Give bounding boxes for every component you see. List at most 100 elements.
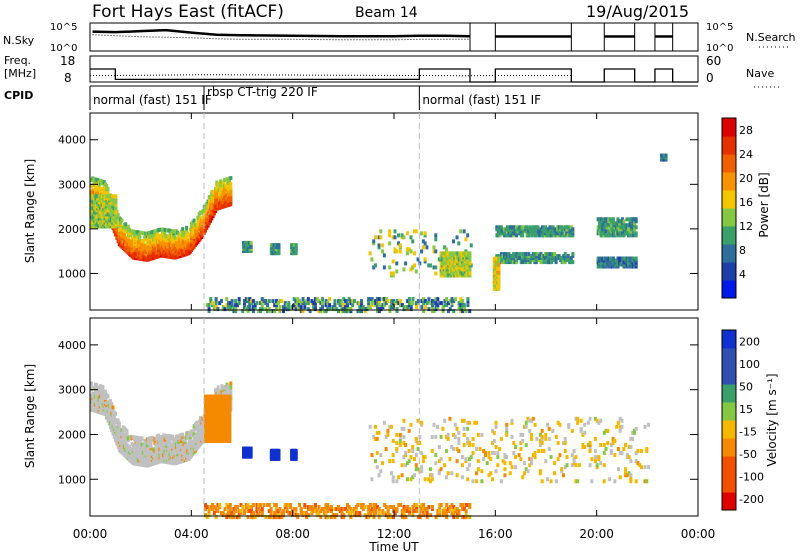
range-cell xyxy=(272,448,276,453)
range-cell xyxy=(444,265,448,270)
range-cell xyxy=(624,258,628,263)
range-cell xyxy=(402,267,406,272)
range-cell xyxy=(264,307,268,312)
range-cell xyxy=(141,231,145,236)
range-cell xyxy=(461,309,465,314)
range-cell xyxy=(228,515,232,520)
range-cell xyxy=(329,507,333,512)
range-cell xyxy=(548,229,552,234)
range-cell xyxy=(442,271,446,276)
range-cell xyxy=(160,227,164,232)
range-cell xyxy=(434,305,438,310)
range-cell xyxy=(290,245,294,250)
range-cell xyxy=(248,450,252,455)
range-cell xyxy=(310,507,314,512)
range-cell xyxy=(599,233,603,238)
range-cell xyxy=(108,204,112,209)
range-cell xyxy=(374,303,378,308)
range-cell xyxy=(204,400,207,405)
range-cell xyxy=(277,249,281,254)
range-cell xyxy=(501,254,505,259)
range-cell xyxy=(96,194,100,199)
range-cell xyxy=(274,251,278,256)
range-cell xyxy=(112,218,116,223)
range-cell xyxy=(534,256,538,261)
range-cell xyxy=(453,273,457,278)
range-cell xyxy=(253,515,257,520)
range-cell xyxy=(275,249,279,254)
range-cell xyxy=(109,210,113,215)
range-cell xyxy=(273,511,277,516)
range-cell xyxy=(537,229,541,234)
range-cell xyxy=(109,220,113,225)
range-cell xyxy=(530,256,534,261)
range-cell xyxy=(313,303,317,308)
range-cell xyxy=(326,509,330,514)
range-cell xyxy=(111,198,115,203)
range-cell xyxy=(214,428,218,433)
range-cell xyxy=(210,422,214,427)
range-cell xyxy=(223,398,227,403)
range-cell xyxy=(271,299,275,304)
range-cell xyxy=(557,256,561,261)
range-cell xyxy=(448,307,452,312)
range-cell xyxy=(225,432,229,437)
range-cell xyxy=(441,509,445,514)
range-cell xyxy=(628,264,632,269)
range-cell xyxy=(492,284,496,289)
range-cell xyxy=(568,229,572,234)
range-cell xyxy=(543,252,547,257)
range-cell xyxy=(324,309,328,314)
range-cell xyxy=(148,236,152,241)
range-cell xyxy=(243,248,247,253)
range-cell xyxy=(223,404,227,409)
range-cell xyxy=(185,225,188,230)
range-cell xyxy=(418,505,422,510)
range-cell xyxy=(492,282,496,287)
range-cell xyxy=(205,406,209,411)
range-cell xyxy=(226,426,230,431)
range-cell xyxy=(219,434,223,439)
range-cell xyxy=(441,267,445,272)
range-cell xyxy=(563,227,567,232)
range-cell xyxy=(303,301,307,306)
range-cell xyxy=(205,426,209,431)
range-cell xyxy=(445,515,449,520)
range-cell xyxy=(367,297,371,302)
range-cell xyxy=(543,254,547,259)
range-cell xyxy=(94,216,98,221)
power-ylabel: Slant Range [km] xyxy=(23,159,37,263)
range-cell xyxy=(441,307,445,312)
range-cell xyxy=(225,515,229,520)
range-cell xyxy=(190,429,194,434)
range-cell xyxy=(616,256,620,261)
range-cell xyxy=(90,194,93,199)
range-cell xyxy=(436,509,440,514)
range-cell xyxy=(100,200,104,205)
range-cell xyxy=(400,233,404,238)
range-cell xyxy=(406,299,410,304)
range-cell xyxy=(229,385,233,390)
range-cell xyxy=(221,511,225,516)
range-cell xyxy=(527,260,531,265)
range-cell xyxy=(269,448,273,453)
range-cell xyxy=(631,225,635,230)
range-cell xyxy=(454,263,458,268)
range-cell xyxy=(293,456,297,461)
range-cell xyxy=(559,258,563,263)
range-cell xyxy=(631,264,635,269)
range-cell xyxy=(219,412,223,417)
range-cell xyxy=(207,406,211,411)
range-cell xyxy=(569,227,573,232)
range-cell xyxy=(214,416,218,421)
range-cell xyxy=(126,236,130,241)
range-cell xyxy=(216,418,220,423)
range-cell xyxy=(342,305,346,310)
range-cell xyxy=(204,228,207,233)
range-cell xyxy=(468,267,472,272)
range-cell xyxy=(222,420,226,425)
range-cell xyxy=(102,220,106,225)
range-cell xyxy=(444,251,448,256)
range-cell xyxy=(536,252,540,257)
range-cell xyxy=(631,258,635,263)
